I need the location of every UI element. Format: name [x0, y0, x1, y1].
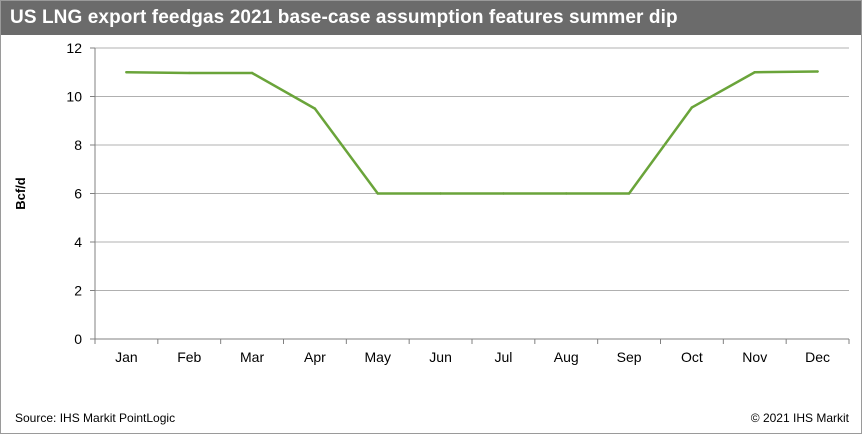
x-tick-label: Jul — [494, 349, 512, 365]
x-tick-label: Dec — [805, 349, 830, 365]
data-point — [753, 71, 756, 74]
title-bar: US LNG export feedgas 2021 base-case ass… — [1, 1, 861, 35]
y-tick-label: 2 — [74, 283, 82, 299]
y-tick-label: 10 — [66, 89, 82, 105]
data-point — [690, 106, 694, 109]
y-tick-label: 12 — [66, 40, 82, 56]
y-tick-label: 0 — [74, 331, 82, 347]
axes — [90, 47, 850, 344]
copyright-note: © 2021 IHS Markit — [750, 411, 849, 425]
data-point — [313, 107, 317, 110]
x-tick-label: Jun — [429, 349, 452, 365]
x-tick-label: Jan — [115, 349, 138, 365]
chart-title: US LNG export feedgas 2021 base-case ass… — [10, 7, 678, 28]
data-point — [250, 71, 254, 75]
x-tick-label: Mar — [240, 349, 264, 365]
gridlines — [95, 47, 849, 291]
x-tick-label: Sep — [617, 349, 642, 365]
x-tick-labels: Jan Feb Mar Apr May Jun Jul Aug Sep Oct Nov Dec — [115, 349, 830, 365]
series-layer — [125, 70, 819, 195]
x-tick-label: Apr — [304, 349, 326, 365]
data-point — [376, 192, 379, 195]
y-tick-labels: 0 2 4 6 8 10 12 — [66, 40, 82, 347]
data-point — [125, 71, 128, 74]
y-tick-label: 8 — [74, 137, 82, 153]
data-point — [502, 192, 505, 195]
x-tick-label: Oct — [681, 349, 703, 365]
data-point — [565, 192, 568, 195]
source-note: Source: IHS Markit PointLogic — [15, 411, 176, 425]
x-tick-label: Feb — [177, 349, 201, 365]
data-point — [627, 192, 631, 195]
x-tick-label: Nov — [742, 349, 767, 365]
x-tick-label: May — [365, 349, 391, 365]
data-point — [816, 70, 819, 73]
series-line — [125, 70, 819, 195]
y-tick-label: 6 — [74, 186, 82, 202]
data-point — [439, 192, 442, 195]
y-tick-label: 4 — [74, 234, 82, 250]
data-point — [188, 71, 191, 75]
x-tick-label: Aug — [554, 349, 579, 365]
y-axis-label: Bcf/d — [13, 177, 28, 210]
